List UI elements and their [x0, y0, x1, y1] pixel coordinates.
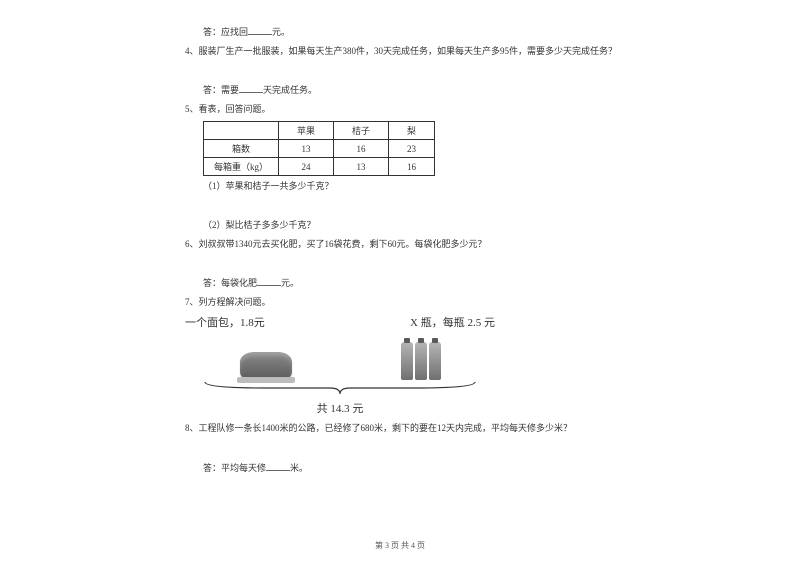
- q4-body: 服装厂生产一批服装，如果每天生产380件，30天完成任务，如果每天生产多95件，…: [199, 46, 618, 56]
- cell: 16: [334, 140, 389, 158]
- q8-text: 8、工程队修一条长1400米的公路，已经修了680米，剩下的要在12天内完成，平…: [185, 422, 665, 435]
- q4-answer: 答：需要 天完成任务。: [185, 83, 665, 97]
- q6-blank: [257, 276, 281, 286]
- q5-table: 苹果 桔子 梨 箱数 13 16 23 每箱重（kg） 24 13 16: [203, 121, 435, 176]
- cell: 13: [279, 140, 334, 158]
- q4-answer-prefix: 答：需要: [203, 85, 239, 95]
- q3-answer: 答：应找回 元。: [185, 25, 665, 39]
- q5-sub2: （2）梨比桔子多多少千克？: [185, 219, 665, 232]
- q3-blank: [248, 25, 272, 35]
- q5-body: 看表，回答问题。: [199, 104, 271, 114]
- q4-num: 4、: [185, 46, 199, 56]
- q6-text: 6、刘叔叔带1340元去买化肥，买了16袋花费，剩下60元。每袋化肥多少元？: [185, 238, 665, 251]
- q6-body: 刘叔叔带1340元去买化肥，买了16袋花费，剩下60元。每袋化肥多少元？: [199, 239, 487, 249]
- cell: 13: [334, 158, 389, 176]
- q6-answer: 答：每袋化肥 元。: [185, 276, 665, 290]
- diagram-images: [185, 336, 495, 380]
- th-pear: 梨: [389, 122, 435, 140]
- bottle-icon: [415, 342, 427, 380]
- page-footer: 第 3 页 共 4 页: [0, 540, 800, 551]
- th-apple: 苹果: [279, 122, 334, 140]
- cell: 24: [279, 158, 334, 176]
- bottle-label: X 瓶，每瓶 2.5 元: [410, 314, 495, 330]
- q8-answer-suffix: 米。: [290, 463, 308, 473]
- page-content: 答：应找回元。 4、服装厂生产一批服装，如果每天生产380件，30天完成任务，如…: [0, 0, 800, 475]
- bottles-group: [401, 342, 441, 380]
- table-header-row: 苹果 桔子 梨: [204, 122, 435, 140]
- q8-num: 8、: [185, 423, 199, 433]
- q6-answer-suffix: 元。: [281, 278, 299, 288]
- q6-answer-prefix: 答：每袋化肥: [203, 278, 257, 288]
- table-row: 箱数 13 16 23: [204, 140, 435, 158]
- bottle-icon: [401, 342, 413, 380]
- table-row: 每箱重（kg） 24 13 16: [204, 158, 435, 176]
- diagram-labels: 一个面包，1.8元 X 瓶，每瓶 2.5 元: [185, 314, 495, 330]
- th-blank: [204, 122, 279, 140]
- q3-answer-suffix: 元。: [272, 27, 290, 37]
- q3-answer-prefix: 答：应找回: [203, 27, 248, 37]
- q4-blank: [239, 83, 263, 93]
- cell-label: 箱数: [204, 140, 279, 158]
- cell: 23: [389, 140, 435, 158]
- q4-text: 4、服装厂生产一批服装，如果每天生产380件，30天完成任务，如果每天生产多95…: [185, 45, 665, 58]
- q6-num: 6、: [185, 239, 199, 249]
- q5-sub1: （1）苹果和桔子一共多少千克？: [185, 180, 665, 193]
- cell-label: 每箱重（kg）: [204, 158, 279, 176]
- q8-answer: 答：平均每天修 米。: [185, 461, 665, 475]
- q5-text: 5、看表，回答问题。: [185, 103, 665, 116]
- q8-answer-prefix: 答：平均每天修: [203, 463, 266, 473]
- q4-answer-suffix: 天完成任务。: [263, 85, 317, 95]
- diagram-total: 共 14.3 元: [185, 400, 495, 416]
- q7-text: 7、列方程解决问题。: [185, 296, 665, 309]
- q8-body: 工程队修一条长1400米的公路，已经修了680米，剩下的要在12天内完成，平均每…: [199, 423, 573, 433]
- bread-label: 一个面包，1.8元: [185, 314, 265, 330]
- q7-num: 7、: [185, 297, 199, 307]
- q7-body: 列方程解决问题。: [199, 297, 271, 307]
- q7-diagram: 一个面包，1.8元 X 瓶，每瓶 2.5 元 共 14.3 元: [185, 314, 495, 416]
- th-orange: 桔子: [334, 122, 389, 140]
- brace-icon: [185, 380, 495, 396]
- bottle-icon: [429, 342, 441, 380]
- q8-blank: [266, 461, 290, 471]
- bread-icon: [240, 352, 292, 380]
- cell: 16: [389, 158, 435, 176]
- q5-num: 5、: [185, 104, 199, 114]
